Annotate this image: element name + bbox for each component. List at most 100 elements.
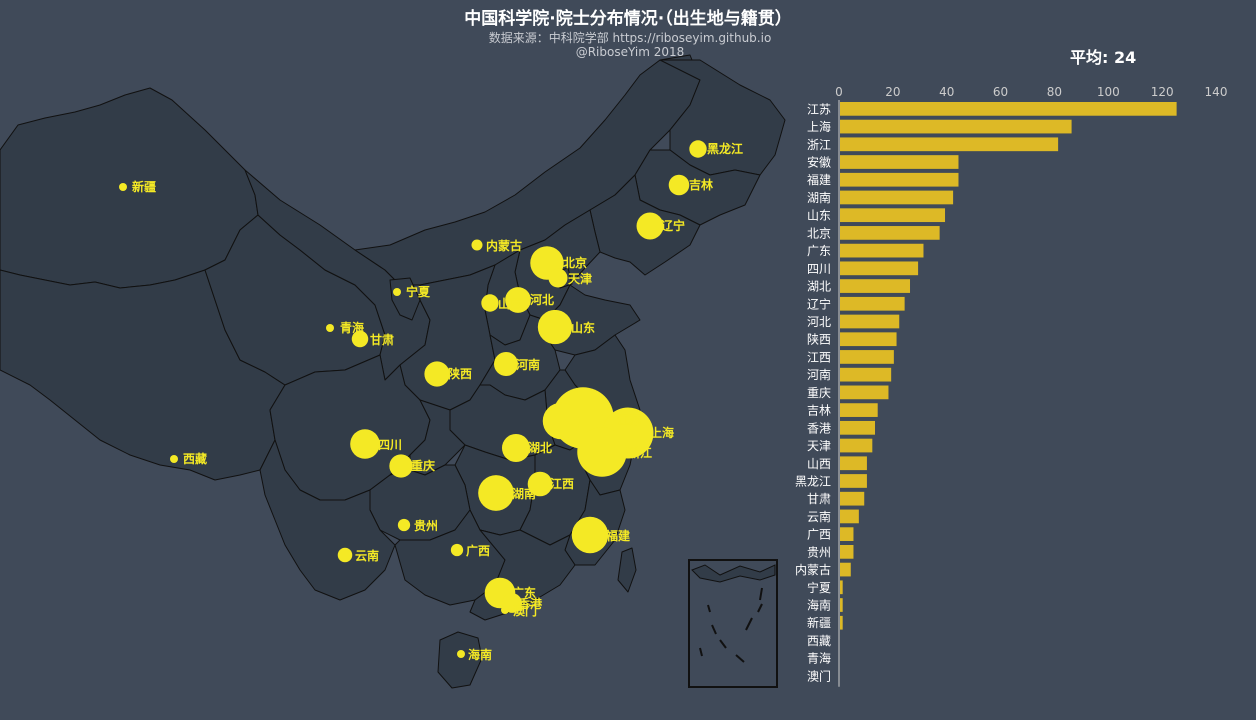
bar[interactable] [840,296,905,311]
bar[interactable] [840,420,876,435]
bar[interactable] [840,137,1059,152]
y-category-label: 甘肃 [807,492,831,506]
bubble-label: 四川 [378,438,402,452]
bubble-point[interactable] [170,455,178,463]
bar[interactable] [840,261,919,276]
bar[interactable] [840,350,894,364]
south-china-sea-inset [688,559,778,688]
bubble-point[interactable] [501,606,509,614]
bubble-point[interactable] [527,471,553,497]
bar[interactable] [840,279,911,293]
bubble-point[interactable] [571,516,609,554]
bar[interactable] [840,314,900,329]
bubble-label: 北京 [563,255,587,270]
province-guizhou[interactable] [369,464,471,541]
y-category-label: 新疆 [807,615,831,630]
y-category-label: 上海 [807,119,831,134]
bar[interactable] [840,545,854,559]
province-taiwan[interactable] [617,547,637,593]
bubble-label: 山西 [498,296,522,311]
bar[interactable] [840,509,859,524]
bubble-point[interactable] [389,454,413,478]
bubble-label: 香港 [517,596,543,611]
bar[interactable] [840,491,865,506]
map-land [0,54,786,689]
bubble-point[interactable] [501,433,531,463]
bar[interactable] [840,208,946,223]
bubble-point[interactable] [668,174,690,196]
bar[interactable] [840,403,878,417]
y-category-label: 河南 [807,367,831,382]
bubble-label: 云南 [355,548,379,563]
bubble-point[interactable] [351,330,369,348]
bubble-label: 宁夏 [406,284,431,299]
y-category-label: 内蒙古 [795,562,831,577]
bubble-label: 澳门 [513,603,537,618]
x-tick-label: 120 [1151,85,1174,99]
bubble-point[interactable] [450,543,464,557]
bubble-point[interactable] [397,518,411,532]
bubble-point[interactable] [393,288,401,296]
subtitle-source: 数据来源：中科院学部 https://riboseyim.github.io [488,31,772,45]
bubble-point[interactable] [350,429,380,459]
y-category-label: 安徽 [807,155,831,170]
bubble-point[interactable] [478,475,514,511]
bar[interactable] [840,102,1177,116]
bubble-point[interactable] [537,309,573,345]
bar[interactable] [840,155,959,169]
x-tick-label: 60 [993,85,1008,99]
bubble-label: 辽宁 [661,218,685,233]
y-category-label: 山西 [807,457,831,471]
x-tick-label: 140 [1205,85,1228,99]
bar[interactable] [840,562,851,577]
bar[interactable] [840,119,1072,134]
bubble-point[interactable] [577,427,627,477]
bar[interactable] [840,438,873,453]
bar[interactable] [840,474,867,488]
x-tick-label: 100 [1097,85,1120,99]
bubble-point[interactable] [337,547,353,563]
bar[interactable] [840,190,954,205]
bar[interactable] [840,332,897,347]
bubble-point[interactable] [424,361,450,387]
chart-title: 中国科学院·院士分布情况·（出生地与籍贯） [464,9,792,29]
y-category-label: 青海 [807,651,831,666]
bar[interactable] [840,527,854,541]
bubble-point[interactable] [636,212,664,240]
bar[interactable] [840,172,959,187]
y-category-label: 江西 [807,350,831,364]
y-category-label: 四川 [807,262,831,276]
bubble-point[interactable] [457,650,465,658]
y-category-label: 广西 [807,528,831,542]
bubble-point[interactable] [471,239,483,251]
bar[interactable] [840,243,924,258]
bar[interactable] [840,367,892,382]
bubble-label: 江西 [550,476,574,491]
bar[interactable] [840,385,889,400]
bubble-point[interactable] [494,352,518,376]
average-label: 平均: 24 [1070,48,1137,67]
bubble-point[interactable] [548,268,568,288]
bubble-point[interactable] [505,287,531,313]
y-category-label: 浙江 [807,138,831,152]
y-category-label: 贵州 [807,545,831,559]
bubble-label: 广东 [512,585,536,600]
bubble-point[interactable] [119,183,127,191]
bubble-label: 贵州 [414,518,438,533]
bar[interactable] [840,580,843,595]
bubble-point[interactable] [689,140,707,158]
province-hainan[interactable] [437,631,483,689]
bar[interactable] [840,598,843,612]
bar[interactable] [840,226,940,240]
bubble-point[interactable] [326,324,334,332]
province-yunnan[interactable] [259,439,396,601]
bubble-point[interactable] [481,294,499,312]
subtitle-author: @RiboseYim 2018 [575,45,685,59]
bubble-point[interactable] [542,402,580,440]
bar[interactable] [840,456,867,471]
bubble-label: 青海 [340,320,364,335]
bar[interactable] [840,615,843,630]
bubble-label: 江苏 [617,412,641,427]
